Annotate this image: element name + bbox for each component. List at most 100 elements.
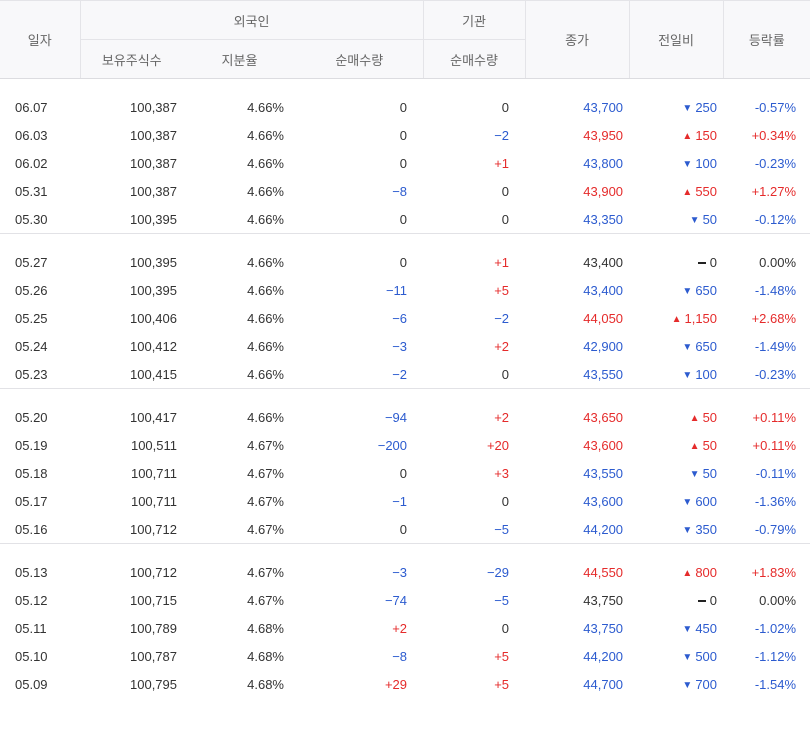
row-holdings: 100,395: [80, 248, 183, 276]
row-ratio-value: 4.67%: [247, 465, 284, 481]
row-foreign-net: 0: [296, 121, 423, 149]
row-close-value: 43,600: [583, 437, 624, 453]
row-date: 05.26: [0, 276, 80, 304]
row-holdings: 100,795: [80, 670, 183, 698]
row-close: 44,050: [525, 304, 629, 332]
row-close-value: 43,600: [583, 493, 624, 509]
row-date-value: 05.11: [15, 620, 47, 636]
row-change-value: 100: [695, 155, 718, 171]
row-inst-net: +5: [423, 670, 525, 698]
foreign-institution-trading-table: 일자 외국인 기관 종가 전일비 등락률 보유주식수 지분율 순매수량 순매수량…: [0, 0, 810, 699]
table-row: 05.25 100,406 4.66% −6 −2 44,050 ▲ 1,150 +2.68%: [0, 304, 810, 332]
row-ratio-value: 4.66%: [247, 99, 284, 115]
group-spacer: [0, 79, 810, 94]
row-rate: -1.49%: [723, 332, 810, 360]
row-date: 05.25: [0, 304, 80, 332]
row-close: 43,750: [525, 614, 629, 642]
row-rate-value: -1.49%: [754, 338, 797, 354]
row-ratio-value: 4.68%: [247, 620, 284, 636]
row-inst-net: −2: [423, 121, 525, 149]
row-inst-net-value: 0: [501, 183, 510, 199]
row-rate-value: +0.11%: [752, 437, 797, 453]
row-close: 44,200: [525, 642, 629, 670]
table-row: 05.13 100,712 4.67% −3 −29 44,550 ▲ 800 +1.83%: [0, 558, 810, 586]
row-rate: -0.23%: [723, 149, 810, 177]
row-inst-net: +2: [423, 403, 525, 431]
header-inst-net: 순매수량: [422, 39, 526, 79]
row-inst-net: +3: [423, 459, 525, 487]
table-row: 05.18 100,711 4.67% 0 +3 43,550 ▼ 50 -0.11%: [0, 459, 810, 487]
row-rate: -1.36%: [723, 487, 810, 515]
row-ratio: 4.67%: [183, 459, 296, 487]
table-row: 05.16 100,712 4.67% 0 −5 44,200 ▼ 350 -0.79%: [0, 515, 810, 544]
row-inst-net-value: −5: [494, 592, 510, 608]
row-inst-net-value: +20: [486, 437, 510, 453]
row-inst-net-value: +5: [494, 648, 510, 664]
row-date-value: 05.16: [15, 521, 48, 537]
row-rate: -1.54%: [723, 670, 810, 698]
row-close: 43,350: [525, 205, 630, 234]
row-ratio: 4.67%: [183, 586, 296, 614]
arrow-down-icon: ▼: [682, 341, 693, 353]
row-inst-net: +1: [423, 149, 525, 177]
table-header: 일자 외국인 기관 종가 전일비 등락률 보유주식수 지분율 순매수량 순매수량: [0, 0, 810, 79]
row-close: 43,800: [525, 149, 629, 177]
row-holdings: 100,387: [80, 177, 183, 205]
row-close: 43,600: [525, 487, 629, 515]
row-holdings: 100,387: [80, 121, 183, 149]
table-row: 05.19 100,511 4.67% −200 +20 43,600 ▲ 50 +0.11%: [0, 431, 810, 459]
row-date-value: 05.12: [15, 592, 48, 608]
row-date: 05.18: [0, 459, 80, 487]
row-ratio-value: 4.67%: [247, 564, 284, 580]
row-inst-net-value: +1: [494, 155, 510, 171]
row-ratio: 4.66%: [183, 332, 296, 360]
row-holdings: 100,395: [80, 276, 183, 304]
row-rate-value: +0.11%: [752, 409, 797, 425]
row-change: ▲ 800: [629, 558, 723, 586]
arrow-up-icon: ▲: [671, 313, 682, 325]
row-change: ▼ 450: [629, 614, 723, 642]
row-foreign-net-value: 0: [399, 254, 408, 270]
row-date: 05.12: [0, 586, 80, 614]
row-date-value: 05.25: [15, 310, 48, 326]
row-change-value: 450: [695, 620, 718, 636]
row-foreign-net-value: −6: [392, 310, 408, 326]
row-close: 43,550: [525, 360, 630, 389]
table-row: 06.07 100,387 4.66% 0 0 43,700 ▼ 250 -0.57%: [0, 93, 810, 121]
row-date: 05.24: [0, 332, 80, 360]
row-rate: 0.00%: [723, 248, 810, 276]
row-date-value: 05.20: [15, 409, 48, 425]
row-ratio-value: 4.66%: [247, 211, 284, 227]
row-holdings-value: 100,795: [130, 676, 177, 692]
row-foreign-net: −8: [296, 177, 423, 205]
row-inst-net: 0: [423, 177, 525, 205]
row-inst-net: +5: [423, 276, 525, 304]
row-ratio: 4.66%: [183, 205, 296, 234]
arrow-up-icon: ▲: [682, 567, 693, 579]
row-inst-net: +20: [423, 431, 525, 459]
row-ratio-value: 4.67%: [247, 521, 284, 537]
row-inst-net: −5: [423, 515, 526, 544]
row-close: 43,700: [525, 93, 629, 121]
row-holdings: 100,787: [80, 642, 183, 670]
row-change-value: 800: [695, 564, 718, 580]
table-row: 05.30 100,395 4.66% 0 0 43,350 ▼ 50 -0.12%: [0, 205, 810, 234]
arrow-down-icon: ▼: [682, 102, 693, 114]
table-row: 05.27 100,395 4.66% 0 +1 43,400 0 0.00%: [0, 248, 810, 276]
row-close-value: 43,400: [583, 282, 624, 298]
row-inst-net-value: 0: [501, 493, 510, 509]
row-foreign-net-value: 0: [399, 465, 408, 481]
row-change: ▲ 50: [629, 403, 723, 431]
table-body: 06.07 100,387 4.66% 0 0 43,700 ▼ 250 -0.57% 06.03…: [0, 79, 810, 699]
row-holdings: 100,395: [80, 205, 183, 234]
header-foreign: 외국인: [79, 0, 424, 40]
header-institution: 기관: [422, 0, 526, 40]
row-change-value: 50: [702, 409, 718, 425]
row-change: ▲ 50: [629, 431, 723, 459]
arrow-down-icon: ▼: [682, 651, 693, 663]
header-holdings: 보유주식수: [79, 39, 183, 79]
row-inst-net-value: 0: [501, 211, 510, 227]
row-ratio: 4.66%: [183, 93, 296, 121]
row-rate-value: +1.83%: [751, 564, 797, 580]
row-holdings-value: 100,715: [130, 592, 177, 608]
